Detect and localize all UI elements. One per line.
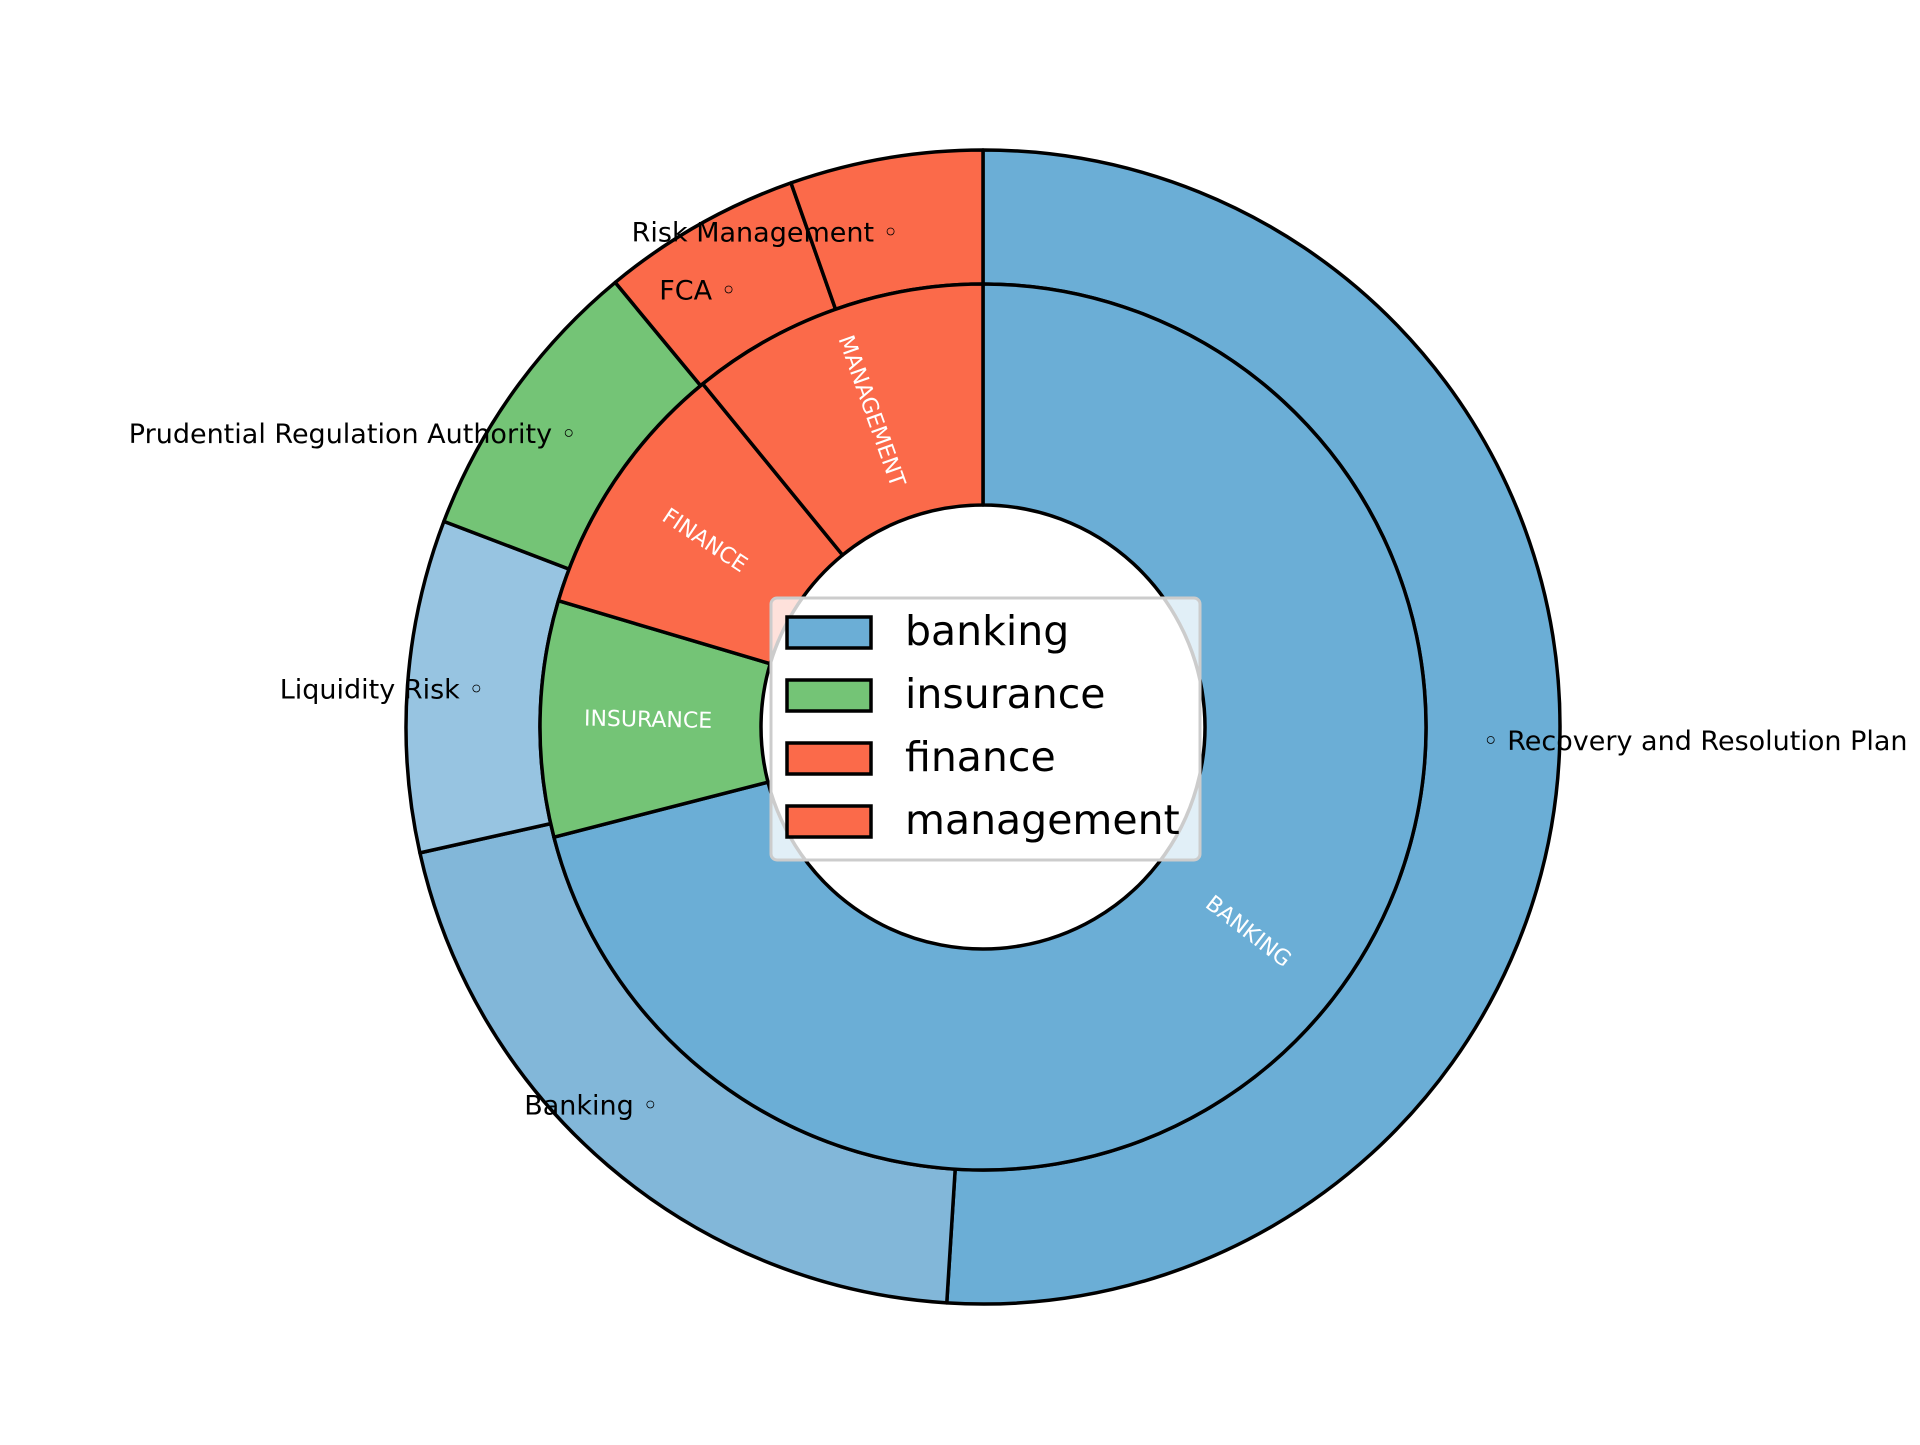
legend-box [769, 596, 1202, 862]
outer-label-banking: Banking ◦ [524, 1091, 658, 1122]
inner-ring-slice-management [701, 282, 985, 557]
outer-label-risk-management: Risk Management ◦ [632, 218, 899, 249]
outer-label-recovery-and-resolution-plan: ◦ Recovery and Resolution Plan [1483, 726, 1908, 757]
legend-swatch-banking [785, 615, 873, 650]
inner-ring-slice-banking [552, 282, 1428, 1172]
legend-swatch-finance [785, 741, 873, 776]
inner-label-insurance: INSURANCE [584, 706, 713, 733]
outer-label-fca: FCA ◦ [659, 275, 736, 306]
outer-label-prudential-regulation-authority: Prudential Regulation Authority ◦ [129, 419, 577, 450]
legend-swatch-insurance [785, 678, 873, 713]
legend-swatch-management [785, 804, 873, 839]
outer-label-liquidity-risk: Liquidity Risk ◦ [280, 674, 485, 705]
legend-label-insurance: insurance [905, 670, 1105, 718]
legend-label-management: management [905, 796, 1180, 844]
legend-label-finance: finance [905, 733, 1056, 781]
legend-label-banking: banking [905, 607, 1069, 655]
